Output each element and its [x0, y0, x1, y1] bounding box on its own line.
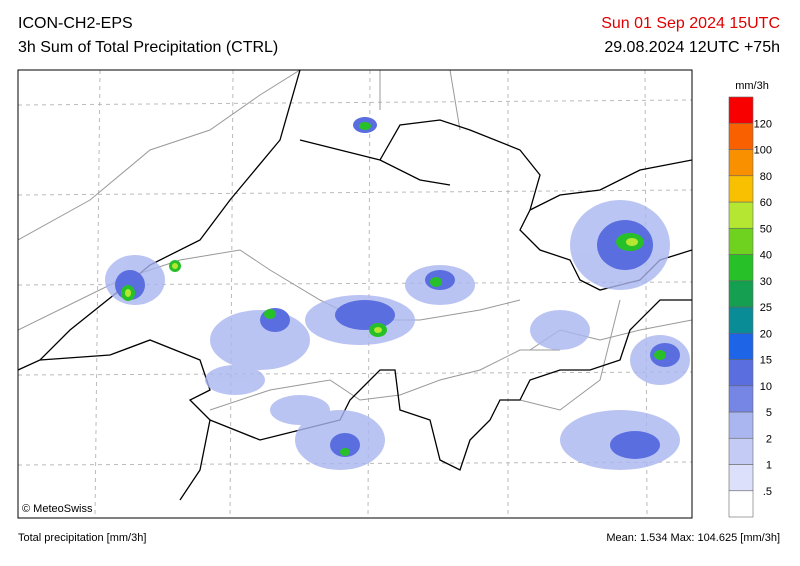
colorbar-label: 2 — [766, 433, 772, 445]
colorbar-box — [728, 201, 754, 229]
colorbar-label: 30 — [760, 276, 772, 288]
colorbar-box — [728, 464, 754, 492]
footer-right: Mean: 1.534 Max: 104.625 [mm/3h] — [606, 532, 780, 544]
colorbar-box — [728, 385, 754, 413]
precip-areas — [105, 117, 690, 470]
product-title: 3h Sum of Total Precipitation (CTRL) — [18, 39, 278, 56]
colorbar-box — [728, 96, 754, 124]
footer-left: Total precipitation [mm/3h] — [18, 532, 146, 544]
colorbar-label: 1 — [766, 460, 772, 472]
colorbar-box — [728, 254, 754, 282]
colorbar-label: 50 — [760, 223, 772, 235]
colorbar-box — [728, 280, 754, 308]
colorbar-box — [728, 227, 754, 255]
run-time: 29.08.2024 12UTC +75h — [604, 39, 780, 56]
colorbar-label: 40 — [760, 250, 772, 262]
colorbar-label: 80 — [760, 171, 772, 183]
colorbar-box — [728, 490, 754, 518]
model-title: ICON-CH2-EPS — [18, 15, 133, 32]
colorbar-box — [728, 149, 754, 177]
graticule — [18, 70, 692, 518]
colorbar-box — [728, 175, 754, 203]
colorbar-box — [728, 122, 754, 150]
colorbar-label: 20 — [760, 328, 772, 340]
colorbar-label: 15 — [760, 355, 772, 367]
colorbar-box — [728, 411, 754, 439]
colorbar-label: 120 — [754, 118, 772, 130]
colorbar-box — [728, 437, 754, 465]
colorbar-label: 5 — [766, 407, 772, 419]
colorbar-unit: mm/3h — [735, 80, 769, 92]
colorbar-label: 60 — [760, 197, 772, 209]
colorbar-label: 100 — [754, 145, 772, 157]
colorbar-label: 25 — [760, 302, 772, 314]
valid-time: Sun 01 Sep 2024 15UTC — [601, 15, 780, 32]
colorbar-label: 10 — [760, 381, 772, 393]
copyright: © MeteoSwiss — [22, 503, 93, 515]
colorbar-box — [728, 359, 754, 387]
colorbar-label: .5 — [763, 486, 772, 498]
colorbar-box — [728, 332, 754, 360]
map-content — [18, 70, 692, 518]
colorbar-box — [728, 306, 754, 334]
map: © MeteoSwiss — [17, 69, 693, 519]
